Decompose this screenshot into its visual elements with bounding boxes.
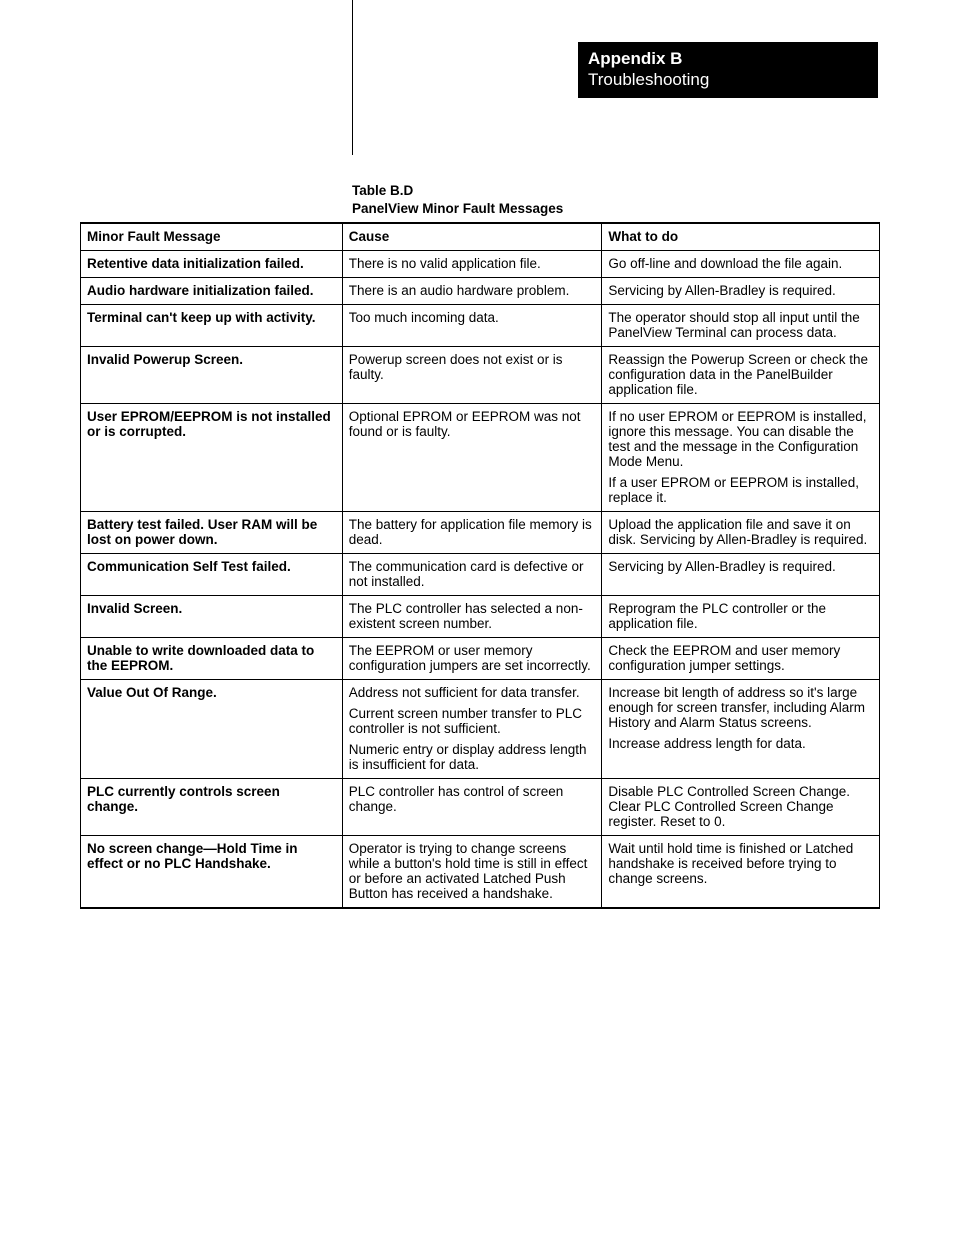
- table-row: Audio hardware initialization failed. Th…: [81, 278, 880, 305]
- vertical-rule: [352, 0, 353, 155]
- page: Appendix B Troubleshooting Table B.D Pan…: [0, 0, 954, 60]
- cell-message: Battery test failed. User RAM will be lo…: [81, 512, 343, 554]
- cause-para: Current screen number transfer to PLC co…: [349, 706, 594, 736]
- table-row: Unable to write downloaded data to the E…: [81, 638, 880, 680]
- cell-cause: Operator is trying to change screens whi…: [342, 836, 602, 909]
- table-row: PLC currently controls screen change. PL…: [81, 779, 880, 836]
- cell-cause: There is no valid application file.: [342, 251, 602, 278]
- appendix-title: Appendix B: [588, 48, 868, 69]
- cell-what: Upload the application file and save it …: [602, 512, 880, 554]
- cell-cause: Optional EPROM or EEPROM was not found o…: [342, 404, 602, 512]
- cell-cause: The communication card is defective or n…: [342, 554, 602, 596]
- cause-para: Numeric entry or display address length …: [349, 742, 594, 772]
- cell-cause: The EEPROM or user memory configuration …: [342, 638, 602, 680]
- cell-what: Servicing by Allen-Bradley is required.: [602, 554, 880, 596]
- cell-what: Disable PLC Controlled Screen Change. Cl…: [602, 779, 880, 836]
- cell-message: PLC currently controls screen change.: [81, 779, 343, 836]
- what-para: Increase address length for data.: [608, 736, 871, 751]
- cell-what: If no user EPROM or EEPROM is installed,…: [602, 404, 880, 512]
- caption-line-2: PanelView Minor Fault Messages: [352, 200, 563, 218]
- cell-what: Check the EEPROM and user memory configu…: [602, 638, 880, 680]
- cell-message: Invalid Powerup Screen.: [81, 347, 343, 404]
- cell-message: Communication Self Test failed.: [81, 554, 343, 596]
- cell-what: Go off-line and download the file again.: [602, 251, 880, 278]
- cell-what: Reassign the Powerup Screen or check the…: [602, 347, 880, 404]
- cell-message: User EPROM/EEPROM is not installed or is…: [81, 404, 343, 512]
- table-row: User EPROM/EEPROM is not installed or is…: [81, 404, 880, 512]
- cell-what: Reprogram the PLC controller or the appl…: [602, 596, 880, 638]
- cell-message: Unable to write downloaded data to the E…: [81, 638, 343, 680]
- cell-what: Increase bit length of address so it's l…: [602, 680, 880, 779]
- fault-table: Minor Fault Message Cause What to do Ret…: [80, 222, 880, 909]
- cause-para: Address not sufficient for data transfer…: [349, 685, 594, 700]
- cell-message: No screen change—Hold Time in effect or …: [81, 836, 343, 909]
- cell-message: Retentive data initialization failed.: [81, 251, 343, 278]
- table-row: Invalid Screen. The PLC controller has s…: [81, 596, 880, 638]
- cell-what: Servicing by Allen-Bradley is required.: [602, 278, 880, 305]
- cell-cause: Powerup screen does not exist or is faul…: [342, 347, 602, 404]
- table-row: No screen change—Hold Time in effect or …: [81, 836, 880, 909]
- cell-message: Audio hardware initialization failed.: [81, 278, 343, 305]
- cell-message: Value Out Of Range.: [81, 680, 343, 779]
- col-header-whattodo: What to do: [602, 223, 880, 251]
- table-row: Value Out Of Range. Address not sufficie…: [81, 680, 880, 779]
- table-row: Invalid Powerup Screen. Powerup screen d…: [81, 347, 880, 404]
- table-row: Terminal can't keep up with activity. To…: [81, 305, 880, 347]
- cell-cause: The PLC controller has selected a non-ex…: [342, 596, 602, 638]
- caption-line-1: Table B.D: [352, 182, 563, 200]
- appendix-subtitle: Troubleshooting: [588, 69, 868, 90]
- col-header-cause: Cause: [342, 223, 602, 251]
- cell-cause: PLC controller has control of screen cha…: [342, 779, 602, 836]
- cell-what: Wait until hold time is finished or Latc…: [602, 836, 880, 909]
- cell-cause: The battery for application file memory …: [342, 512, 602, 554]
- table-header-row: Minor Fault Message Cause What to do: [81, 223, 880, 251]
- table-caption: Table B.D PanelView Minor Fault Messages: [352, 182, 563, 218]
- col-header-message: Minor Fault Message: [81, 223, 343, 251]
- cell-cause: Too much incoming data.: [342, 305, 602, 347]
- what-para: Increase bit length of address so it's l…: [608, 685, 871, 730]
- cell-what: The operator should stop all input until…: [602, 305, 880, 347]
- cell-cause: There is an audio hardware problem.: [342, 278, 602, 305]
- table-row: Communication Self Test failed. The comm…: [81, 554, 880, 596]
- cell-cause: Address not sufficient for data transfer…: [342, 680, 602, 779]
- header-box: Appendix B Troubleshooting: [578, 42, 878, 98]
- table-row: Battery test failed. User RAM will be lo…: [81, 512, 880, 554]
- cell-message: Terminal can't keep up with activity.: [81, 305, 343, 347]
- what-para: If no user EPROM or EEPROM is installed,…: [608, 409, 871, 469]
- table-wrapper: Minor Fault Message Cause What to do Ret…: [80, 222, 880, 909]
- cell-message: Invalid Screen.: [81, 596, 343, 638]
- table-row: Retentive data initialization failed. Th…: [81, 251, 880, 278]
- what-para: If a user EPROM or EEPROM is installed, …: [608, 475, 871, 505]
